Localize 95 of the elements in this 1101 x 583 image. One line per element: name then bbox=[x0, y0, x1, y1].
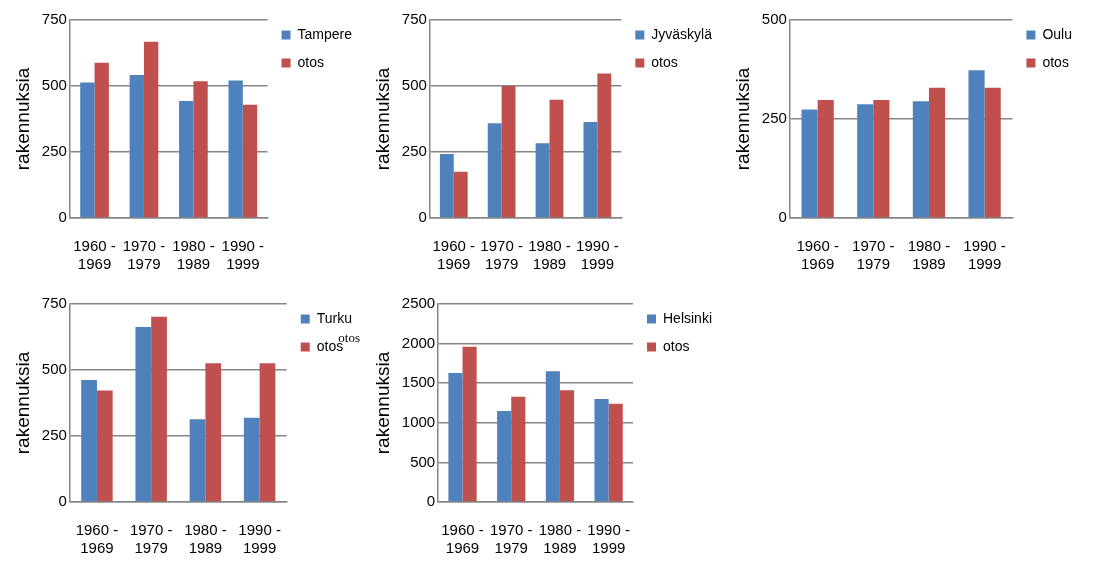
y-tick-label: 750 bbox=[41, 294, 67, 312]
y-tick-label: 500 bbox=[761, 10, 787, 28]
legend-label: otos bbox=[1042, 53, 1069, 70]
x-tick-label: 1970 - 1979 bbox=[852, 237, 895, 273]
legend-label: Turku bbox=[316, 309, 353, 326]
y-tick-label: 0 bbox=[426, 492, 436, 510]
bar bbox=[193, 81, 208, 218]
bar bbox=[80, 82, 95, 218]
bar bbox=[545, 371, 560, 502]
bar bbox=[608, 403, 623, 502]
bar bbox=[801, 109, 818, 218]
y-axis-title: rakennuksia bbox=[11, 351, 33, 455]
bar bbox=[205, 363, 222, 502]
bar bbox=[594, 399, 609, 502]
bar bbox=[96, 390, 113, 502]
bar bbox=[259, 363, 276, 502]
bar bbox=[189, 419, 206, 502]
y-tick-label: 750 bbox=[401, 10, 427, 28]
x-tick-label: 1970 - 1979 bbox=[480, 237, 523, 273]
y-tick-label: 500 bbox=[41, 360, 67, 378]
x-tick-label: 1990 - 1999 bbox=[576, 237, 619, 273]
y-tick-label: 1500 bbox=[401, 373, 436, 391]
y-tick-label: 250 bbox=[401, 142, 427, 160]
bar bbox=[912, 101, 929, 218]
bar bbox=[549, 99, 564, 218]
y-tick-label: 1000 bbox=[401, 412, 436, 430]
x-tick-label: 1960 - 1969 bbox=[432, 237, 476, 273]
y-axis-title: rakennuksia bbox=[371, 351, 393, 455]
x-tick-label: 1980 - 1989 bbox=[907, 237, 951, 273]
bar bbox=[129, 74, 144, 218]
y-tick-label: 0 bbox=[418, 208, 427, 226]
bar bbox=[559, 390, 575, 502]
y-tick-label: 250 bbox=[41, 426, 67, 444]
y-tick-label: 250 bbox=[41, 142, 67, 160]
x-tick-label: 1990 - 1999 bbox=[221, 237, 265, 273]
bar bbox=[94, 62, 109, 218]
legend-label: Helsinki bbox=[662, 309, 712, 326]
bar bbox=[487, 123, 502, 218]
bar bbox=[511, 396, 526, 502]
bar bbox=[928, 87, 946, 218]
bar bbox=[501, 86, 516, 218]
x-tick-label: 1980 - 1989 bbox=[538, 521, 582, 557]
bar bbox=[597, 73, 612, 218]
bar bbox=[143, 41, 159, 218]
y-tick-label: 500 bbox=[401, 76, 427, 94]
x-tick-label: 1980 - 1989 bbox=[184, 521, 227, 557]
x-tick-label: 1970 - 1979 bbox=[122, 237, 166, 273]
x-tick-label: 1970 - 1979 bbox=[129, 521, 173, 557]
bar bbox=[583, 121, 598, 218]
legend-label: otos bbox=[662, 337, 690, 354]
x-tick-label: 1960 - 1969 bbox=[441, 521, 484, 557]
y-axis-title: rakennuksia bbox=[371, 67, 393, 171]
x-tick-label: 1990 - 1999 bbox=[238, 521, 281, 557]
bar bbox=[151, 316, 167, 502]
legend-label: Tampere bbox=[297, 25, 353, 42]
bar bbox=[135, 326, 152, 502]
x-tick-label: 1990 - 1999 bbox=[587, 521, 630, 557]
y-axis-title: rakennuksia bbox=[731, 67, 753, 171]
bar bbox=[242, 104, 258, 218]
x-tick-label: 1990 - 1999 bbox=[963, 237, 1006, 273]
bar bbox=[228, 80, 243, 218]
y-tick-label: 2500 bbox=[401, 294, 436, 312]
y-tick-label: 250 bbox=[761, 109, 787, 127]
x-tick-label: 1960 - 1969 bbox=[75, 521, 119, 557]
y-tick-label: 750 bbox=[41, 10, 67, 28]
x-tick-label: 1960 - 1969 bbox=[796, 237, 839, 273]
bar bbox=[179, 101, 194, 218]
bar bbox=[873, 99, 890, 218]
bar bbox=[984, 87, 1001, 218]
y-tick-label: 0 bbox=[778, 208, 787, 226]
y-tick-label: 2000 bbox=[401, 333, 436, 351]
bar bbox=[535, 143, 550, 218]
bar bbox=[817, 99, 834, 218]
legend-label: otos bbox=[651, 53, 678, 70]
bar bbox=[968, 70, 985, 218]
y-tick-label: 0 bbox=[58, 492, 67, 510]
bar bbox=[462, 346, 477, 502]
bar bbox=[81, 380, 97, 502]
y-axis-title: rakennuksia bbox=[11, 67, 33, 171]
legend-label: otos bbox=[297, 53, 324, 70]
bar bbox=[497, 410, 512, 502]
y-tick-label: 500 bbox=[410, 452, 436, 470]
y-tick-label: 500 bbox=[41, 76, 67, 94]
bar bbox=[439, 154, 454, 218]
bar bbox=[453, 171, 468, 218]
x-tick-label: 1960 - 1969 bbox=[73, 237, 116, 273]
x-tick-label: 1980 - 1989 bbox=[528, 237, 571, 273]
legend-label: Oulu bbox=[1042, 25, 1073, 42]
x-tick-label: 1980 - 1989 bbox=[172, 237, 215, 273]
legend-label: Jyväskylä bbox=[651, 25, 713, 42]
bar bbox=[857, 104, 874, 218]
x-tick-label: 1970 - 1979 bbox=[489, 521, 533, 557]
bar bbox=[243, 417, 260, 502]
bar bbox=[448, 372, 463, 502]
y-tick-label: 0 bbox=[58, 208, 67, 226]
